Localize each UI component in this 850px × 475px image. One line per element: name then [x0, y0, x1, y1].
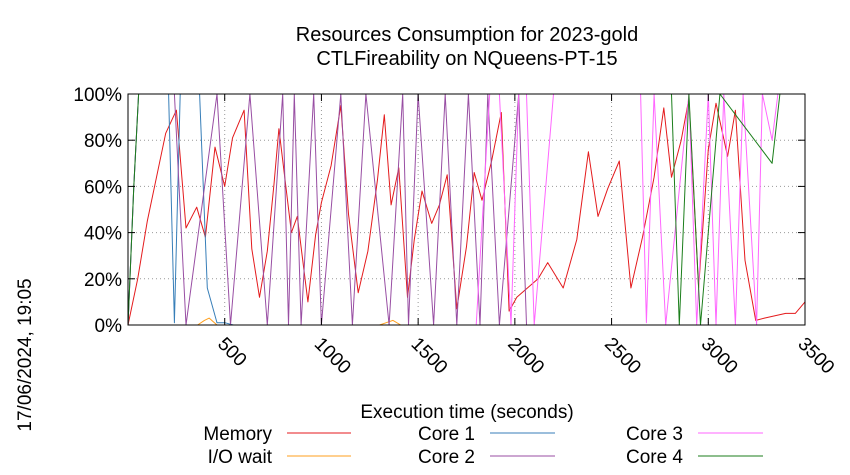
legend-label-core-2: Core 2	[418, 447, 475, 468]
legend-label-core-1: Core 1	[418, 424, 475, 445]
plot-frame	[127, 93, 806, 326]
y-tick-label: 40%	[84, 224, 122, 245]
y-tick-label: 80%	[84, 131, 122, 152]
legend: Memory Core 1 Core 3 I/O wait Core 2 Core 4	[203, 424, 763, 468]
chart-title-line-1: Resources Consumption for 2023-gold	[296, 24, 638, 46]
timestamp-label: 17/06/2024, 19:05	[15, 278, 36, 431]
y-tick-label: 60%	[84, 177, 122, 198]
y-tick-label: 0%	[95, 316, 123, 337]
legend-label-core-3: Core 3	[626, 424, 683, 445]
legend-label-memory: Memory	[203, 424, 272, 445]
x-axis-label: Execution time (seconds)	[360, 402, 573, 423]
grid-lines	[128, 94, 805, 325]
chart-title-line-2: CTLFireability on NQueens-PT-15	[316, 48, 617, 70]
y-tick-label: 20%	[84, 270, 122, 291]
y-tick-label: 100%	[73, 85, 122, 106]
legend-label-i-o-wait: I/O wait	[208, 447, 273, 468]
legend-label-core-4: Core 4	[626, 447, 683, 468]
